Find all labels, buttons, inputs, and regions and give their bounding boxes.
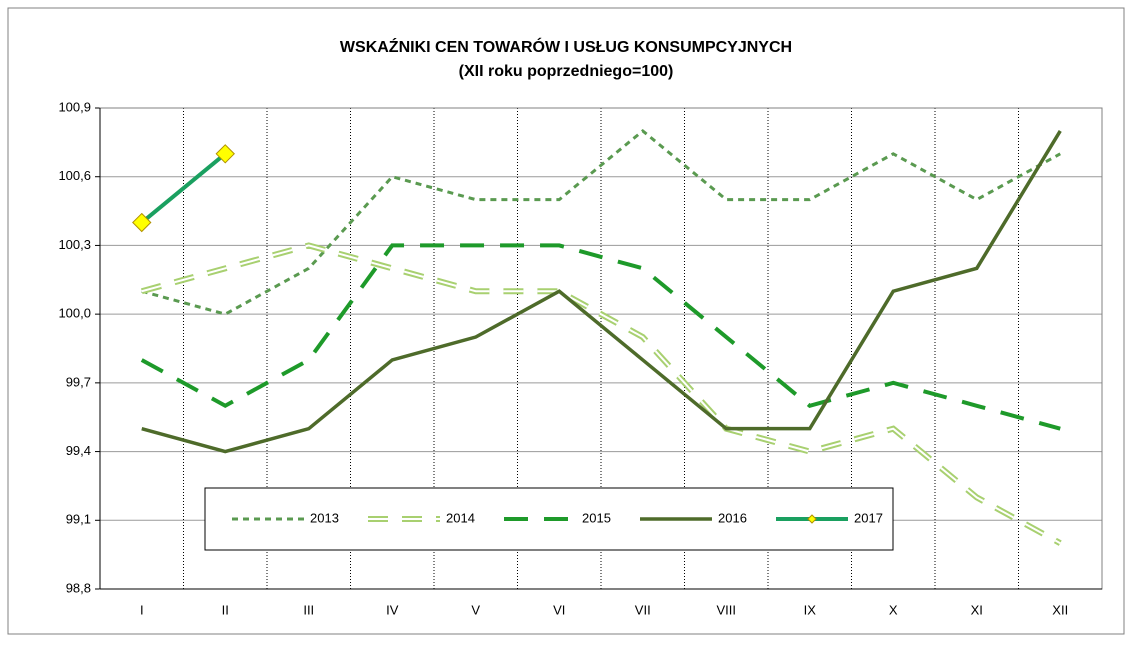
x-tick-label: VIII: [716, 602, 736, 617]
y-tick-label: 99,4: [66, 443, 91, 458]
x-tick-label: IX: [804, 602, 817, 617]
x-tick-label: V: [471, 602, 480, 617]
legend-marker: [807, 514, 817, 524]
x-tick-label: XII: [1052, 602, 1068, 617]
series-line: [140, 243, 1061, 431]
y-tick-label: 100,9: [58, 99, 91, 114]
x-tick-label: VI: [553, 602, 565, 617]
series-line: [141, 129, 1062, 454]
x-tick-label: IV: [386, 602, 399, 617]
x-tick-label: I: [140, 602, 144, 617]
y-tick-label: 100,0: [58, 306, 91, 321]
series-line-inner: [141, 244, 1061, 545]
y-tick-label: 99,7: [66, 374, 91, 389]
x-tick-label: III: [303, 602, 314, 617]
series-line: [141, 128, 1061, 316]
legend-label: 2015: [582, 510, 611, 525]
point-marker: [132, 212, 152, 233]
series-line: [140, 152, 227, 225]
y-tick-label: 100,3: [58, 237, 91, 252]
x-tick-label: XI: [971, 602, 983, 617]
chart-subtitle: (XII roku poprzedniego=100): [459, 63, 674, 80]
legend-label: 2014: [446, 510, 475, 525]
y-tick-label: 100,6: [58, 168, 91, 183]
point-marker: [215, 144, 235, 164]
x-tick-label: X: [889, 602, 898, 617]
x-tick-label: II: [222, 602, 229, 617]
legend-label: 2013: [310, 510, 339, 525]
legend-label: 2016: [718, 510, 747, 525]
y-tick-label: 98,8: [66, 580, 91, 595]
y-tick-label: 99,1: [66, 512, 91, 527]
x-tick-label: VII: [635, 602, 651, 617]
legend-label: 2017: [854, 510, 883, 525]
chart-title: WSKAŹNIKI CEN TOWARÓW I USŁUG KONSUMPCYJ…: [340, 37, 792, 56]
